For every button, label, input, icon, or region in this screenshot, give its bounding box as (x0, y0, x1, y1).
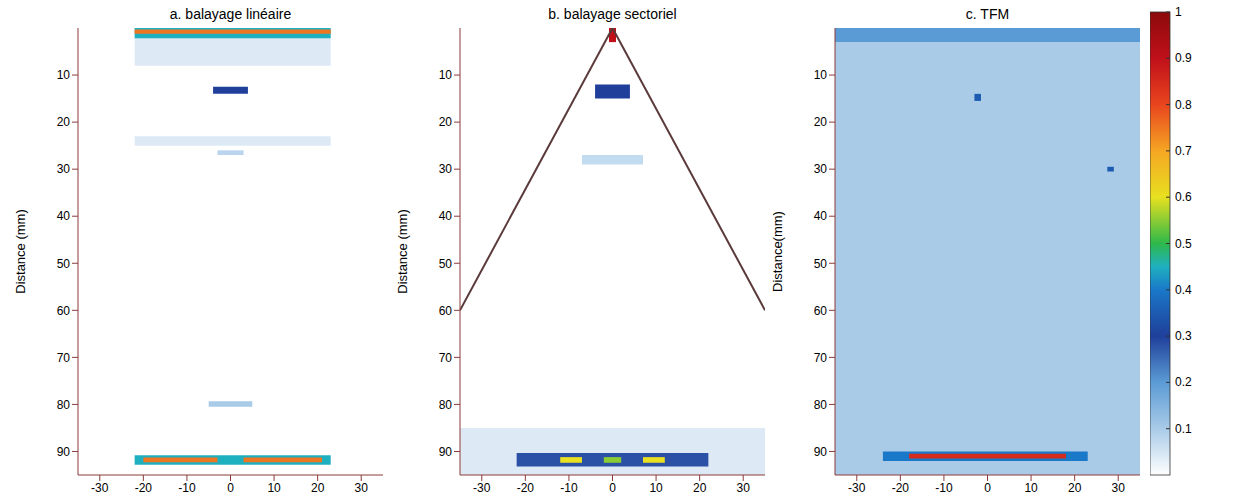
svg-text:-10: -10 (935, 481, 953, 495)
svg-text:Distance(mm): Distance(mm) (770, 211, 785, 292)
svg-text:-30: -30 (91, 481, 109, 495)
svg-text:60: 60 (439, 304, 453, 318)
svg-text:60: 60 (57, 304, 71, 318)
svg-text:30: 30 (737, 481, 751, 495)
svg-text:70: 70 (57, 351, 71, 365)
svg-text:90: 90 (439, 445, 453, 459)
svg-text:70: 70 (439, 351, 453, 365)
svg-text:0.6: 0.6 (1175, 190, 1192, 204)
svg-text:0: 0 (609, 481, 616, 495)
svg-text:0.5: 0.5 (1175, 237, 1192, 251)
svg-text:0: 0 (984, 481, 991, 495)
svg-text:Distance (mm): Distance (mm) (395, 209, 410, 294)
svg-text:60: 60 (814, 304, 828, 318)
svg-text:-20: -20 (135, 481, 153, 495)
svg-text:20: 20 (693, 481, 707, 495)
svg-text:20: 20 (311, 481, 325, 495)
svg-text:80: 80 (814, 398, 828, 412)
html-text:a. balayage linéaire: a. balayage linéaire (169, 6, 292, 22)
svg-text:0: 0 (227, 481, 234, 495)
svg-text:40: 40 (57, 209, 71, 223)
svg-text:80: 80 (57, 398, 71, 412)
svg-text:40: 40 (814, 209, 828, 223)
svg-text:-30: -30 (473, 481, 491, 495)
svg-text:20: 20 (57, 115, 71, 129)
html-text:b. balayage sectoriel: b. balayage sectoriel (548, 6, 677, 22)
html-text:c. TFM: c. TFM (965, 6, 1010, 22)
svg-text:50: 50 (57, 257, 71, 271)
svg-text:40: 40 (439, 209, 453, 223)
svg-text:10: 10 (1024, 481, 1038, 495)
svg-text:20: 20 (439, 115, 453, 129)
svg-text:Distance (mm): Distance (mm) (13, 209, 28, 294)
svg-text:30: 30 (439, 162, 453, 176)
svg-text:90: 90 (814, 445, 828, 459)
svg-text:-20: -20 (517, 481, 535, 495)
svg-text:10: 10 (814, 68, 828, 82)
svg-text:0.8: 0.8 (1175, 98, 1192, 112)
svg-text:10: 10 (649, 481, 663, 495)
svg-text:30: 30 (1112, 481, 1126, 495)
svg-text:0.4: 0.4 (1175, 283, 1192, 297)
svg-text:-10: -10 (178, 481, 196, 495)
svg-text:90: 90 (57, 445, 71, 459)
svg-text:50: 50 (439, 257, 453, 271)
svg-text:10: 10 (267, 481, 281, 495)
svg-text:10: 10 (57, 68, 71, 82)
svg-text:-20: -20 (892, 481, 910, 495)
svg-text:0.9: 0.9 (1175, 51, 1192, 65)
svg-text:10: 10 (439, 68, 453, 82)
svg-text:30: 30 (57, 162, 71, 176)
svg-text:30: 30 (355, 481, 369, 495)
svg-text:0.1: 0.1 (1175, 422, 1192, 436)
svg-text:1: 1 (1175, 5, 1182, 19)
svg-text:80: 80 (439, 398, 453, 412)
svg-text:-30: -30 (848, 481, 866, 495)
svg-text:-10: -10 (560, 481, 578, 495)
svg-text:20: 20 (1068, 481, 1082, 495)
svg-text:70: 70 (814, 351, 828, 365)
svg-text:20: 20 (814, 115, 828, 129)
svg-text:0.2: 0.2 (1175, 375, 1192, 389)
svg-text:0.7: 0.7 (1175, 144, 1192, 158)
svg-text:0.3: 0.3 (1175, 329, 1192, 343)
svg-text:30: 30 (814, 162, 828, 176)
svg-text:50: 50 (814, 257, 828, 271)
